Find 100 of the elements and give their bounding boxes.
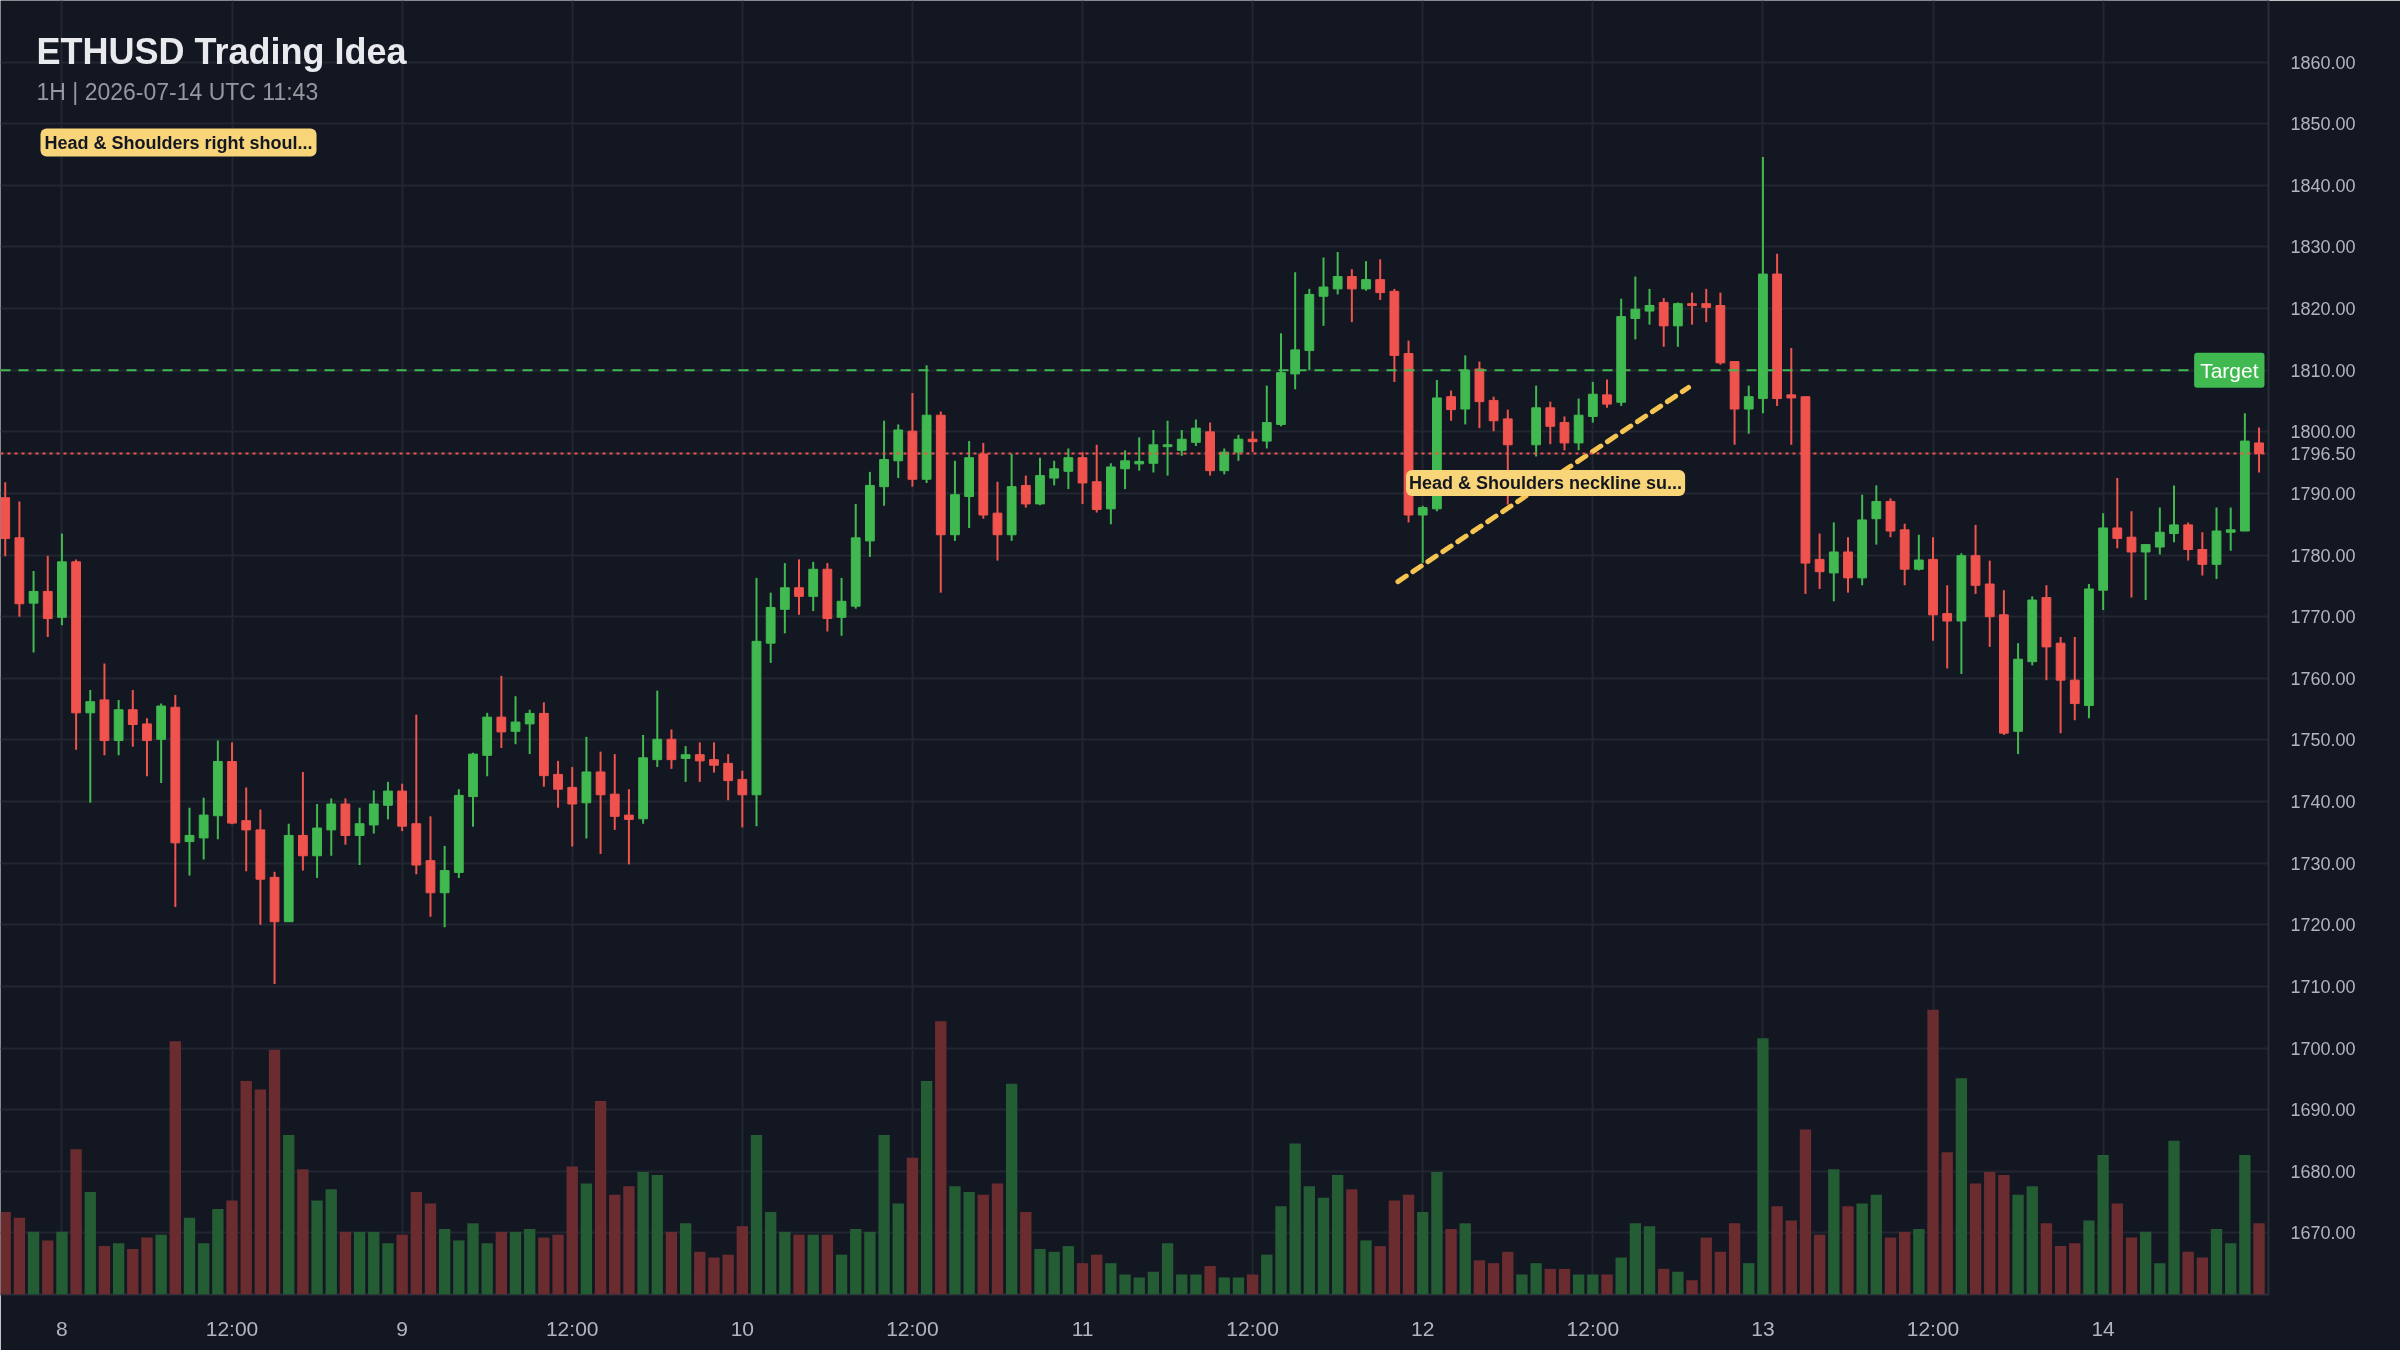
bar [495, 1231, 508, 1295]
bar [1020, 1211, 1032, 1295]
candlestick [1191, 418, 1201, 448]
bar [1984, 1172, 1996, 1295]
bar [42, 1240, 54, 1295]
bar [98, 1246, 111, 1295]
bar [1332, 1174, 1344, 1295]
candlestick [1162, 419, 1173, 477]
bar [0, 1211, 11, 1295]
bar [1714, 1251, 1727, 1295]
candlestick [127, 689, 138, 748]
bar [212, 1209, 224, 1295]
bar [1388, 1200, 1401, 1295]
candlestick [85, 689, 96, 804]
x-tick-label: 12:00 [1906, 1316, 1960, 1340]
bar [1969, 1183, 1982, 1295]
candlestick [2154, 506, 2165, 556]
bar [1487, 1263, 1500, 1295]
bar [339, 1231, 352, 1295]
candlestick [779, 562, 790, 635]
bar [1572, 1274, 1585, 1295]
bar [1757, 1038, 1769, 1295]
bar [226, 1200, 238, 1295]
bar [1346, 1189, 1358, 1295]
bar [1743, 1263, 1755, 1295]
bar [13, 1217, 26, 1295]
bar [793, 1234, 805, 1295]
candlestick [595, 750, 606, 855]
bar [1133, 1277, 1145, 1295]
bar [750, 1135, 763, 1295]
bar [283, 1135, 295, 1295]
bar [524, 1229, 536, 1295]
bar [920, 1080, 933, 1295]
bar [467, 1223, 479, 1295]
bar [1005, 1083, 1018, 1295]
y-tick-label: 1730.00 [2290, 853, 2356, 874]
bar [1955, 1078, 1968, 1295]
bar [651, 1174, 663, 1295]
bar [297, 1169, 309, 1295]
bar [1516, 1274, 1528, 1295]
bar [2196, 1257, 2209, 1295]
bar [2026, 1186, 2038, 1295]
bar [70, 1149, 82, 1295]
bar [1813, 1234, 1826, 1295]
candlestick [737, 769, 748, 829]
bar [438, 1229, 451, 1295]
bar [27, 1231, 40, 1295]
bar [2097, 1155, 2109, 1295]
y-tick-label: 1840.00 [2290, 175, 2356, 196]
x-tick-label: 9 [396, 1316, 408, 1340]
bar [240, 1080, 252, 1295]
bar [765, 1211, 777, 1295]
bar [1799, 1129, 1812, 1295]
bar [84, 1192, 96, 1295]
bar [1629, 1223, 1642, 1295]
bar [1374, 1246, 1386, 1295]
bar [1601, 1274, 1613, 1295]
bar [1643, 1226, 1656, 1295]
candlestick [1488, 395, 1499, 433]
bar [977, 1194, 989, 1295]
candlestick [2112, 477, 2123, 550]
bar [1913, 1229, 1925, 1295]
bar [878, 1135, 890, 1295]
bar [1062, 1246, 1075, 1295]
candlestick [2140, 543, 2151, 602]
x-tick-label: 14 [2091, 1316, 2116, 1340]
candlestick [2225, 506, 2236, 552]
bar [694, 1251, 706, 1295]
bar [679, 1223, 692, 1295]
bar [807, 1234, 819, 1295]
candlestick [709, 741, 719, 774]
bar [368, 1231, 380, 1295]
bar [410, 1192, 422, 1295]
bar [2012, 1194, 2024, 1295]
candlestick [2126, 510, 2137, 599]
y-tick-label: 1860.00 [2290, 52, 2356, 73]
bar [2083, 1220, 2095, 1295]
bar [665, 1231, 678, 1295]
bar [609, 1194, 621, 1295]
bar [1587, 1274, 1599, 1295]
bar [1544, 1268, 1556, 1295]
candlestick [1630, 275, 1641, 341]
bar [112, 1243, 125, 1295]
candlestick [1672, 301, 1683, 348]
annotation: Head & Shoulders neckline su... [1409, 472, 1683, 493]
bar [1275, 1206, 1287, 1295]
bar [538, 1237, 550, 1295]
bar [183, 1217, 196, 1295]
bar [2168, 1140, 2180, 1295]
bar [566, 1166, 578, 1295]
bar [2210, 1229, 2223, 1295]
candlestick [184, 806, 195, 877]
candlestick [2197, 531, 2208, 577]
bar [268, 1049, 281, 1295]
y-tick-label: 1700.00 [2290, 1038, 2356, 1059]
bar [821, 1234, 834, 1295]
candlestick [198, 796, 209, 861]
candlestick [567, 766, 578, 848]
bar [1076, 1263, 1089, 1295]
bar [424, 1203, 437, 1295]
